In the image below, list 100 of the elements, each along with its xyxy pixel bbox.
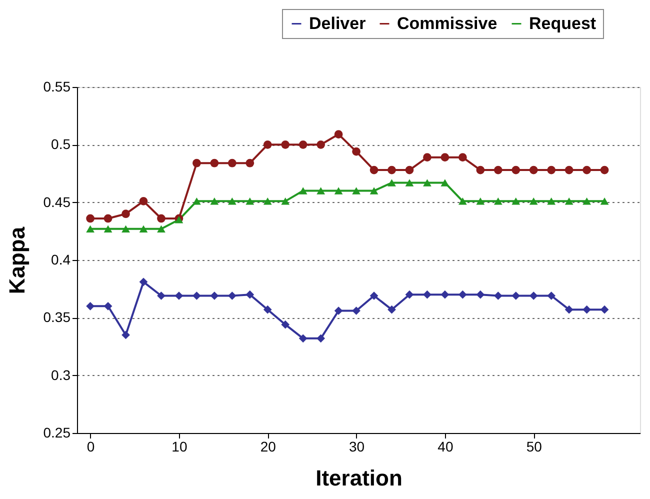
- point: [370, 187, 378, 194]
- y-tick-label: 0.5: [51, 136, 71, 152]
- point: [334, 130, 343, 138]
- point: [600, 198, 609, 205]
- point: [334, 306, 343, 315]
- x-tick-label: 50: [526, 438, 542, 454]
- point: [405, 179, 414, 186]
- point: [281, 320, 290, 329]
- y-tick-label: 0.3: [51, 366, 71, 383]
- point: [228, 198, 236, 205]
- point: [139, 197, 148, 206]
- point: [388, 179, 396, 186]
- point: [476, 198, 485, 205]
- point: [423, 179, 432, 186]
- point: [564, 305, 574, 314]
- point: [582, 166, 591, 174]
- point: [476, 166, 485, 174]
- point: [192, 292, 201, 300]
- point: [547, 292, 556, 300]
- point: [104, 302, 112, 310]
- point: [246, 158, 254, 168]
- point: [281, 198, 290, 205]
- x-tick-label: 0: [86, 438, 95, 454]
- point: [192, 198, 201, 205]
- y-axis-title: Kappa: [4, 226, 30, 294]
- point: [547, 166, 556, 174]
- y-tick-label: 0.25: [43, 424, 71, 440]
- point: [316, 140, 325, 149]
- point: [210, 198, 219, 205]
- point: [352, 306, 360, 315]
- point: [440, 290, 450, 299]
- point: [529, 166, 538, 174]
- point: [582, 198, 591, 205]
- point: [440, 153, 450, 162]
- point: [122, 225, 130, 232]
- x-tick-label: 30: [348, 438, 365, 454]
- point: [582, 305, 591, 314]
- point: [458, 198, 467, 205]
- y-tick-label: 0.35: [43, 309, 71, 326]
- point: [600, 305, 609, 314]
- point: [263, 305, 272, 314]
- point: [458, 153, 467, 162]
- y-tick-label: 0.45: [43, 194, 71, 210]
- point: [228, 292, 236, 300]
- point: [122, 210, 130, 218]
- point: [210, 292, 219, 300]
- point: [405, 166, 414, 174]
- point: [139, 225, 148, 232]
- point: [529, 198, 538, 205]
- point: [476, 290, 485, 299]
- y-tick-label: 0.4: [51, 252, 71, 268]
- point: [246, 290, 254, 299]
- point: [122, 330, 130, 340]
- legend-label: Deliver: [309, 14, 366, 33]
- point: [600, 166, 609, 174]
- point: [210, 158, 219, 168]
- point: [316, 187, 325, 194]
- point: [458, 290, 467, 299]
- point: [263, 140, 272, 149]
- point: [104, 214, 112, 223]
- point: [157, 214, 166, 223]
- legend-label: Request: [529, 14, 596, 33]
- point: [494, 166, 502, 174]
- point: [298, 187, 308, 194]
- x-tick-label: 40: [438, 438, 454, 454]
- point: [228, 158, 236, 168]
- point: [512, 198, 520, 205]
- point: [388, 166, 396, 174]
- point: [298, 334, 308, 343]
- point: [352, 187, 360, 194]
- point: [334, 187, 343, 194]
- point: [370, 292, 378, 300]
- point: [316, 334, 325, 343]
- point: [174, 292, 184, 300]
- point: [192, 158, 201, 168]
- point: [494, 198, 502, 205]
- point: [564, 198, 574, 205]
- point: [512, 292, 520, 300]
- point: [440, 179, 450, 186]
- point: [298, 140, 308, 149]
- point: [423, 153, 432, 162]
- x-tick-label: 10: [172, 438, 188, 454]
- point: [86, 225, 94, 232]
- point: [547, 198, 556, 205]
- point: [281, 140, 290, 149]
- point: [86, 214, 94, 223]
- y-tick-label: 0.55: [43, 78, 71, 94]
- point: [388, 305, 396, 314]
- point: [405, 290, 414, 299]
- point: [529, 292, 538, 300]
- point: [246, 198, 254, 205]
- point: [423, 290, 432, 299]
- point: [157, 292, 166, 300]
- point: [564, 166, 574, 174]
- point: [512, 166, 520, 174]
- point: [104, 225, 112, 232]
- legend-label: Commissive: [397, 14, 498, 33]
- x-axis-title: Iteration: [316, 466, 402, 490]
- point: [157, 225, 166, 232]
- point: [370, 166, 378, 174]
